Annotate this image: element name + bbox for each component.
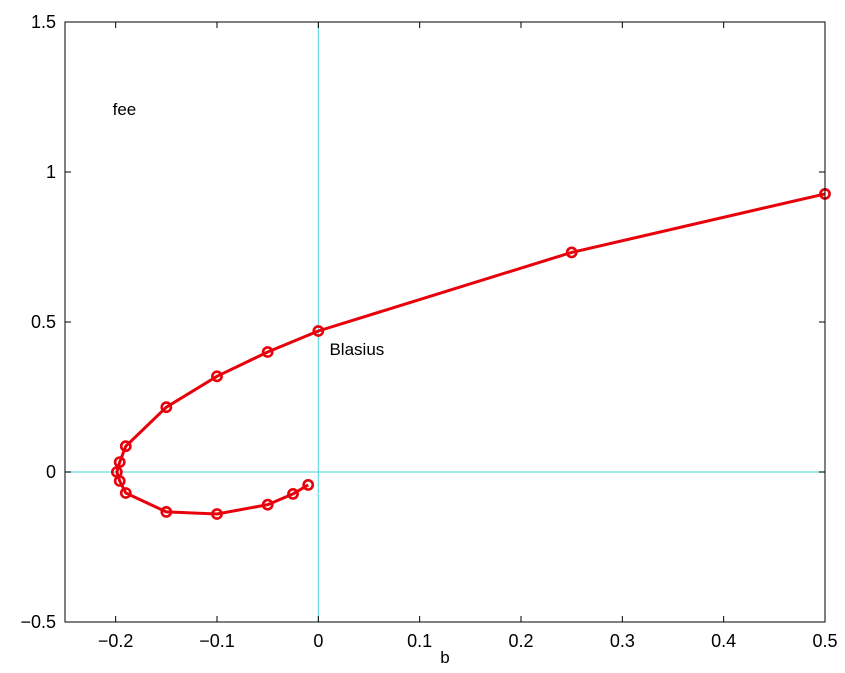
reference-lines xyxy=(65,22,825,622)
y-tick-label: 1.5 xyxy=(31,12,56,32)
y-tick-label: −0.5 xyxy=(20,612,56,632)
data-point xyxy=(565,246,578,259)
series-layer xyxy=(110,187,831,520)
x-axis-label: b xyxy=(440,648,449,667)
data-point xyxy=(113,475,126,487)
y-tick-label: 0.5 xyxy=(31,312,56,332)
tick-labels: −0.2 −0.1 0 0.1 0.2 0.3 0.4 0.5 −0.5 0 0.5 1 1.5 xyxy=(20,12,837,651)
y-tick-label: 1 xyxy=(46,162,56,182)
data-point xyxy=(211,508,223,520)
plot-frame xyxy=(64,21,826,623)
data-point xyxy=(211,370,223,383)
data-point xyxy=(261,346,274,358)
x-tick-label: 0.2 xyxy=(508,631,533,651)
data-point xyxy=(312,325,325,337)
data-point xyxy=(261,498,274,511)
x-tick-label: 0.3 xyxy=(610,631,635,651)
x-tick-label: −0.2 xyxy=(98,631,134,651)
data-point xyxy=(302,478,315,491)
annotations: fee Blasius xyxy=(113,100,385,359)
x-tick-label: 0.1 xyxy=(407,631,432,651)
data-point xyxy=(113,456,126,468)
x-tick-label: 0.5 xyxy=(812,631,837,651)
data-point xyxy=(119,440,132,453)
x-tick-label: 0.4 xyxy=(711,631,736,651)
x-tick-label: −0.1 xyxy=(199,631,235,651)
data-point xyxy=(287,487,299,500)
x-tick-label: 0 xyxy=(313,631,323,651)
annotation-label: Blasius xyxy=(329,340,384,359)
data-point xyxy=(160,505,173,518)
data-point xyxy=(160,401,173,414)
y-tick-label: 0 xyxy=(46,462,56,482)
data-point xyxy=(119,487,132,499)
annotation-label: fee xyxy=(113,100,137,119)
